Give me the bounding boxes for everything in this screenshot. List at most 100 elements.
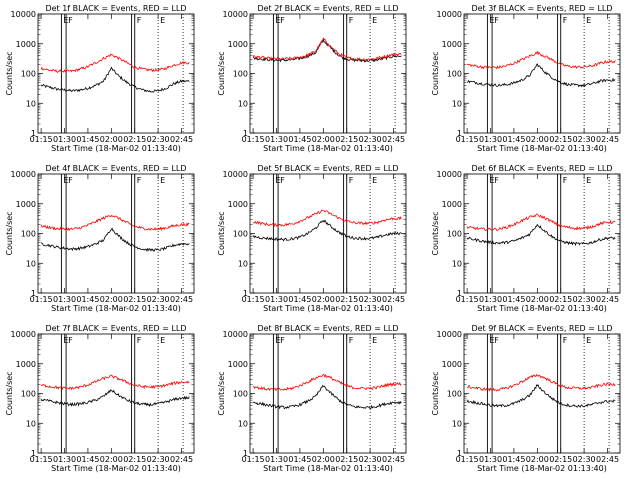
lld-series-line	[40, 374, 190, 391]
x-tick-label: 02:15	[335, 295, 358, 304]
x-tick-label: 02:30	[359, 135, 382, 144]
y-tick-label: 1	[31, 289, 36, 298]
x-tick-label: 02:30	[147, 295, 170, 304]
y-tick-label: 100	[21, 70, 36, 79]
interval-marker: E	[275, 16, 280, 25]
y-tick-label: 10000	[11, 330, 36, 339]
y-tick-label: 1	[31, 129, 36, 138]
interval-marker: E	[586, 176, 591, 185]
x-tick-label: 02:45	[382, 455, 405, 464]
y-tick-label: 100	[447, 70, 462, 79]
y-tick-label: 1000	[16, 40, 36, 49]
detector-panel: Det 5f BLACK = Events, RED = LLD 1 10 100 10…	[217, 164, 407, 313]
x-tick-label: 01:45	[502, 295, 525, 304]
x-tick-label: 02:45	[382, 295, 405, 304]
y-tick-label: 100	[447, 230, 462, 239]
detector-panel: Det 6f BLACK = Events, RED = LLD 1 10 100 10…	[431, 164, 621, 313]
y-tick-label: 1000	[442, 360, 462, 369]
x-tick-label: 01:30	[265, 295, 288, 304]
interval-marker: F	[349, 176, 354, 185]
y-tick-label: 10000	[437, 170, 462, 179]
interval-marker: F	[137, 176, 142, 185]
x-tick-label: 02:15	[335, 135, 358, 144]
x-axis-label: Start Time (18-Mar-02 01:13:40)	[51, 144, 181, 153]
interval-marker: E	[63, 16, 68, 25]
x-tick-label: 01:15	[30, 135, 53, 144]
x-tick-label: 01:15	[456, 455, 479, 464]
y-tick-label: 10000	[223, 170, 248, 179]
interval-marker: E	[372, 336, 377, 345]
x-tick-label: 02:15	[549, 295, 572, 304]
x-tick-label: 01:15	[242, 455, 265, 464]
y-axis-label: Counts/sec	[217, 51, 226, 95]
detector-panel: Det 9f BLACK = Events, RED = LLD 1 10 100 10…	[431, 324, 621, 473]
detector-panel: Det 3f BLACK = Events, RED = LLD 1 10 100 10…	[431, 4, 621, 153]
x-axis-label: Start Time (18-Mar-02 01:13:40)	[263, 144, 393, 153]
panel-title: Det 1f BLACK = Events, RED = LLD	[45, 4, 186, 13]
interval-marker: E	[63, 336, 68, 345]
x-axis-label: Start Time (18-Mar-02 01:13:40)	[477, 464, 607, 473]
x-tick-label: 02:45	[170, 135, 193, 144]
interval-marker: E	[489, 16, 494, 25]
y-tick-label: 1	[243, 129, 248, 138]
y-axis-label: Counts/sec	[431, 51, 440, 95]
lld-series-line	[466, 213, 616, 231]
interval-marker: F	[349, 16, 354, 25]
x-tick-label: 02:00	[312, 455, 335, 464]
detector-panel: Det 7f BLACK = Events, RED = LLD 1 10 100 10…	[5, 324, 195, 473]
events-series-line	[40, 66, 190, 93]
interval-marker: F	[563, 176, 568, 185]
x-tick-label: 01:15	[242, 135, 265, 144]
y-tick-label: 10000	[11, 170, 36, 179]
interval-marker: F	[494, 16, 499, 25]
x-tick-label: 01:15	[30, 295, 53, 304]
panel-title: Det 8f BLACK = Events, RED = LLD	[257, 324, 398, 333]
interval-marker: E	[160, 176, 165, 185]
x-tick-label: 01:45	[288, 295, 311, 304]
interval-marker: E	[63, 176, 68, 185]
y-tick-label: 10	[238, 419, 248, 428]
y-tick-label: 10	[238, 259, 248, 268]
y-tick-label: 1000	[228, 360, 248, 369]
y-tick-label: 1	[457, 289, 462, 298]
interval-marker: E	[160, 336, 165, 345]
x-tick-label: 02:30	[359, 455, 382, 464]
events-series-line	[466, 63, 616, 88]
x-tick-label: 02:15	[123, 135, 146, 144]
panel-title: Det 6f BLACK = Events, RED = LLD	[471, 164, 612, 173]
y-tick-label: 100	[233, 390, 248, 399]
y-tick-label: 1	[31, 449, 36, 458]
x-tick-label: 01:15	[456, 295, 479, 304]
x-axis-label: Start Time (18-Mar-02 01:13:40)	[263, 464, 393, 473]
y-tick-label: 1000	[442, 40, 462, 49]
x-tick-label: 01:45	[288, 135, 311, 144]
y-tick-label: 1000	[16, 200, 36, 209]
interval-marker: F	[137, 336, 142, 345]
panel-title: Det 9f BLACK = Events, RED = LLD	[471, 324, 612, 333]
events-series-line	[252, 384, 402, 410]
x-axis-label: Start Time (18-Mar-02 01:13:40)	[263, 304, 393, 313]
x-tick-label: 01:45	[76, 295, 99, 304]
x-tick-label: 02:30	[573, 135, 596, 144]
y-axis-label: Counts/sec	[431, 371, 440, 415]
y-axis-label: Counts/sec	[217, 371, 226, 415]
y-tick-label: 1	[457, 449, 462, 458]
x-tick-label: 02:15	[123, 295, 146, 304]
x-tick-label: 02:00	[526, 295, 549, 304]
x-tick-label: 02:30	[147, 135, 170, 144]
panel-title: Det 3f BLACK = Events, RED = LLD	[471, 4, 612, 13]
interval-marker: E	[372, 176, 377, 185]
lld-series-line	[252, 37, 402, 62]
x-tick-label: 01:30	[479, 135, 502, 144]
y-tick-label: 1000	[228, 200, 248, 209]
events-series-line	[466, 223, 616, 247]
x-tick-label: 02:45	[170, 455, 193, 464]
y-tick-label: 1000	[442, 200, 462, 209]
x-tick-label: 02:45	[596, 295, 619, 304]
panel-title: Det 7f BLACK = Events, RED = LLD	[45, 324, 186, 333]
y-tick-label: 100	[21, 230, 36, 239]
x-tick-label: 02:00	[100, 295, 123, 304]
y-tick-label: 10	[26, 259, 36, 268]
x-tick-label: 02:45	[382, 135, 405, 144]
